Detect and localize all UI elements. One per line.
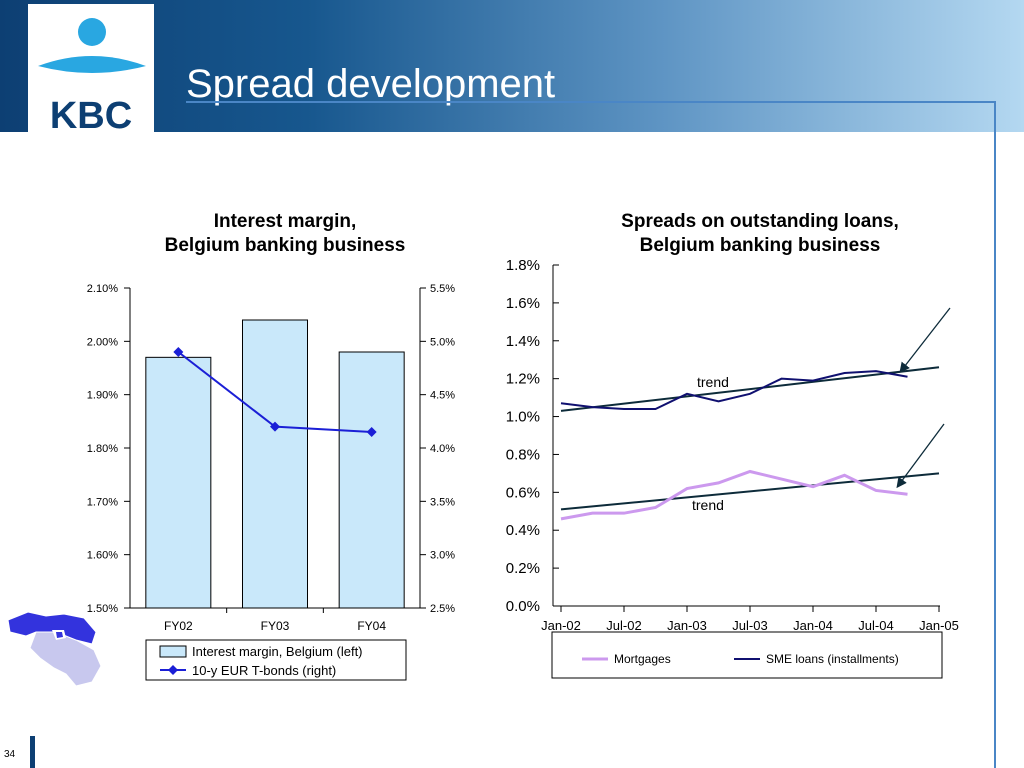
legend-label-mortgages: Mortgages	[614, 652, 671, 666]
legend-label-interest-margin: Interest margin, Belgium (left)	[192, 644, 363, 659]
right-y-tick-label: 5.0%	[430, 336, 455, 348]
legend-label-sme: SME loans (installments)	[766, 652, 899, 666]
legend-label-bond: 10-y EUR T-bonds (right)	[192, 663, 336, 678]
bond-yield-point	[270, 421, 280, 432]
slide-title: Spread development	[186, 62, 556, 106]
mortgages-line	[560, 469, 908, 521]
frame-right-line	[994, 101, 996, 768]
y-tick-label: 1.2%	[506, 371, 540, 388]
y-tick-label: 1.8%	[506, 257, 540, 274]
left-y-tick-label: 2.10%	[87, 283, 118, 295]
x-tick-label: Jul-04	[858, 618, 893, 633]
interest-margin-bar	[242, 319, 308, 609]
x-category-label: FY03	[261, 619, 290, 633]
x-tick-label: Jul-02	[606, 618, 641, 633]
left-y-tick-label: 1.60%	[87, 550, 118, 562]
bond-yield-point	[173, 347, 184, 357]
right-legend-box	[551, 631, 943, 679]
kbc-logo: KBC	[28, 4, 154, 137]
interest-margin-bar	[145, 356, 212, 609]
x-category-label: FY04	[357, 619, 386, 633]
loan-spreads-chart: 1.8% 1.6% 1.4% 1.2% 1.0% 0.8% 0.6% 0.4% 0.2% 0.0%…	[506, 257, 959, 679]
left-y-tick-label: 1.70%	[87, 496, 118, 508]
y-tick-label: 0.6%	[506, 484, 540, 501]
right-y-tick-label: 4.0%	[430, 443, 455, 455]
bottom-accent-bar	[30, 736, 35, 768]
x-category-label: FY02	[164, 619, 193, 633]
y-tick-label: 0.4%	[506, 522, 540, 539]
right-y-tick-label: 5.5%	[430, 283, 455, 295]
header-banner	[0, 0, 1024, 132]
bond-yield-point	[366, 427, 377, 437]
y-tick-label: 1.6%	[506, 295, 540, 312]
y-tick-label: 0.8%	[506, 446, 540, 463]
annotation-arrow-mortgages	[896, 423, 945, 489]
y-tick-label: 1.0%	[506, 409, 540, 426]
belgium-map-icon	[7, 611, 102, 687]
logo-arms-shape	[38, 56, 146, 73]
left-legend-box	[145, 639, 407, 681]
right-chart-title-line2: Belgium banking business	[639, 235, 881, 256]
annotation-arrow-sme	[899, 307, 951, 374]
logo-head-shape	[78, 18, 106, 46]
x-tick-label: Jan-02	[541, 618, 581, 633]
left-y-tick-label: 1.80%	[87, 443, 118, 455]
x-tick-label: Jan-05	[919, 618, 959, 633]
left-y-tick-label: 1.90%	[87, 390, 118, 402]
x-tick-label: Jan-04	[793, 618, 833, 633]
trend-label-mortgages: trend	[692, 497, 724, 513]
left-y-tick-label: 1.50%	[87, 603, 118, 615]
left-chart-title-line2: Belgium banking business	[164, 235, 406, 256]
y-tick-label: 0.0%	[506, 598, 540, 615]
trend-line	[560, 366, 940, 412]
legend-swatch-bond-marker	[168, 665, 178, 675]
x-tick-label: Jul-03	[732, 618, 767, 633]
y-tick-label: 1.4%	[506, 333, 540, 350]
legend-swatch-bar	[159, 645, 187, 658]
page-number: 34	[4, 749, 16, 760]
right-chart-title: Spreads on outstanding loans, Belgium ba…	[560, 210, 960, 258]
left-chart-title: Interest margin, Belgium banking busines…	[120, 210, 450, 258]
trend-line	[560, 472, 940, 511]
right-y-tick-label: 3.0%	[430, 550, 455, 562]
interest-margin-bar	[338, 351, 405, 609]
y-tick-label: 0.2%	[506, 560, 540, 577]
title-underline	[186, 101, 996, 103]
trend-label-sme: trend	[697, 374, 729, 390]
sme-loans-line	[560, 370, 908, 410]
x-tick-label: Jan-03	[667, 618, 707, 633]
right-y-tick-label: 3.5%	[430, 496, 455, 508]
left-y-tick-label: 2.00%	[87, 336, 118, 348]
logo-text: KBC	[50, 95, 132, 132]
interest-margin-chart: 2.10% 5.5% 2.00% 5.0% 1.90% 4.5% 1.80% 4.0% 1.70…	[87, 283, 455, 681]
right-y-tick-label: 2.5%	[430, 603, 455, 615]
left-chart-title-line1: Interest margin,	[213, 211, 357, 232]
right-y-tick-label: 4.5%	[430, 390, 455, 402]
right-chart-title-line1: Spreads on outstanding loans,	[621, 211, 899, 232]
